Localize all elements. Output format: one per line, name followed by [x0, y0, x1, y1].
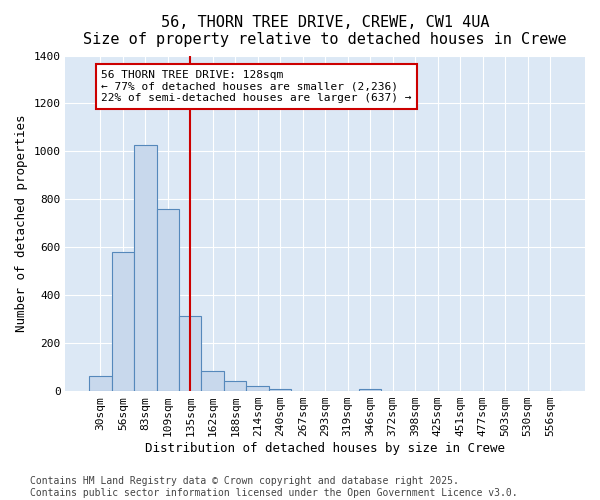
Bar	[179, 316, 202, 391]
Text: 56 THORN TREE DRIVE: 128sqm
← 77% of detached houses are smaller (2,236)
22% of : 56 THORN TREE DRIVE: 128sqm ← 77% of det…	[101, 70, 412, 103]
Bar	[359, 388, 382, 391]
Bar	[112, 252, 134, 391]
X-axis label: Distribution of detached houses by size in Crewe: Distribution of detached houses by size …	[145, 442, 505, 455]
Bar	[134, 146, 157, 391]
Bar	[247, 386, 269, 391]
Bar	[202, 370, 224, 391]
Bar	[89, 376, 112, 391]
Bar	[224, 382, 247, 391]
Text: Contains HM Land Registry data © Crown copyright and database right 2025.
Contai: Contains HM Land Registry data © Crown c…	[30, 476, 518, 498]
Bar	[269, 388, 292, 391]
Y-axis label: Number of detached properties: Number of detached properties	[15, 114, 28, 332]
Title: 56, THORN TREE DRIVE, CREWE, CW1 4UA
Size of property relative to detached house: 56, THORN TREE DRIVE, CREWE, CW1 4UA Siz…	[83, 15, 567, 48]
Bar	[157, 209, 179, 391]
